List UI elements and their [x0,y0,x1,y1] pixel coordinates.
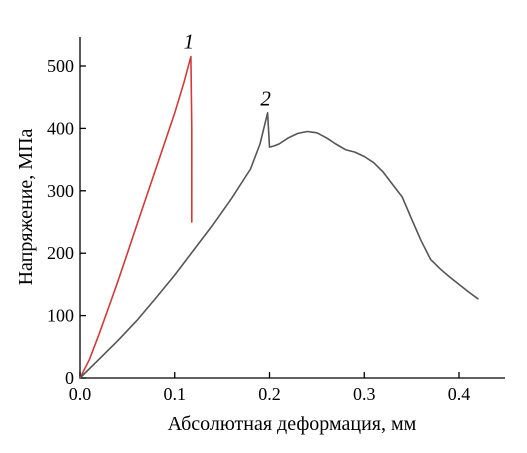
y-tick-label: 200 [47,243,74,263]
x-axis-title: Абсолютная деформация, мм [168,413,417,435]
series-line-2 [79,112,479,379]
series-layer [79,55,479,379]
y-tick-label: 400 [47,118,74,138]
y-tick-label: 500 [47,56,74,76]
y-tick-label: 100 [47,306,74,326]
y-tick-label: 300 [47,181,74,201]
x-tick-label: 0.4 [448,384,471,404]
curve-label-1: 1 [184,30,195,54]
y-tick-label: 0 [65,368,74,388]
x-tick-label: 0.1 [164,384,187,404]
axes [79,37,505,379]
annotations: 12 [184,30,272,111]
ticks: 0.0 0.1 0.2 0.3 0.4 0 100 200 300 400 500 [47,56,470,404]
x-tick-label: 0.2 [258,384,281,404]
y-axis-title: Напряжение, МПа [15,128,37,285]
series-line-1 [79,55,193,379]
x-tick-label: 0.0 [69,384,92,404]
curve-label-2: 2 [260,86,271,110]
x-tick-label: 0.3 [353,384,376,404]
